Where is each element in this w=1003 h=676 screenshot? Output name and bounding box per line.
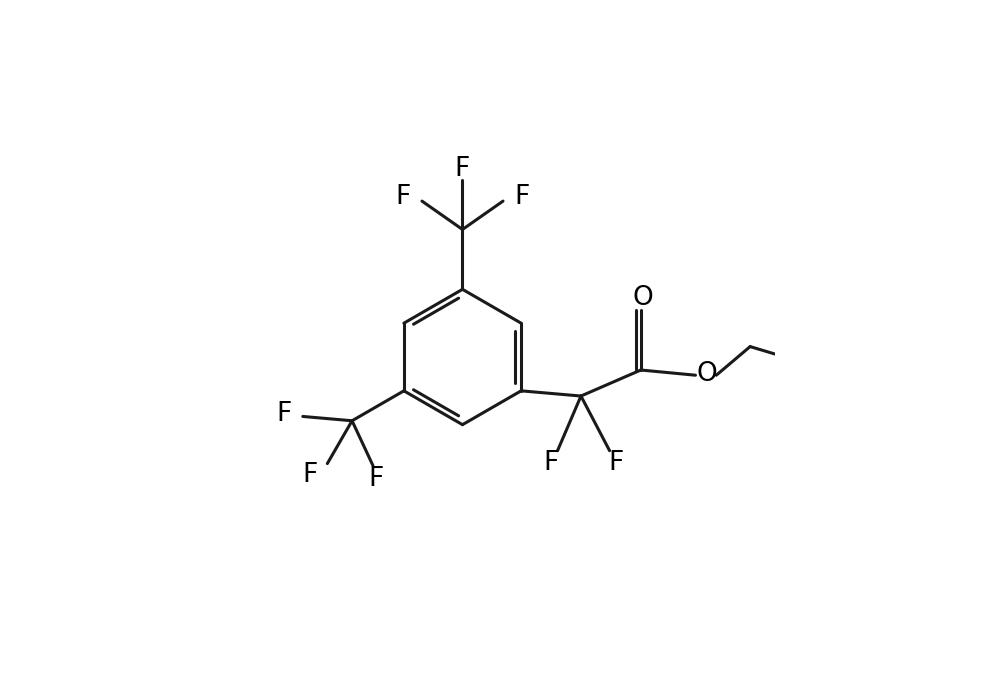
Text: O: O [631,285,652,311]
Text: F: F [543,450,559,476]
Text: F: F [395,184,410,210]
Text: F: F [454,155,469,182]
Text: F: F [303,462,318,488]
Text: F: F [514,184,530,210]
Text: O: O [696,361,716,387]
Text: F: F [276,401,291,427]
Text: F: F [608,450,623,476]
Text: F: F [367,466,383,491]
